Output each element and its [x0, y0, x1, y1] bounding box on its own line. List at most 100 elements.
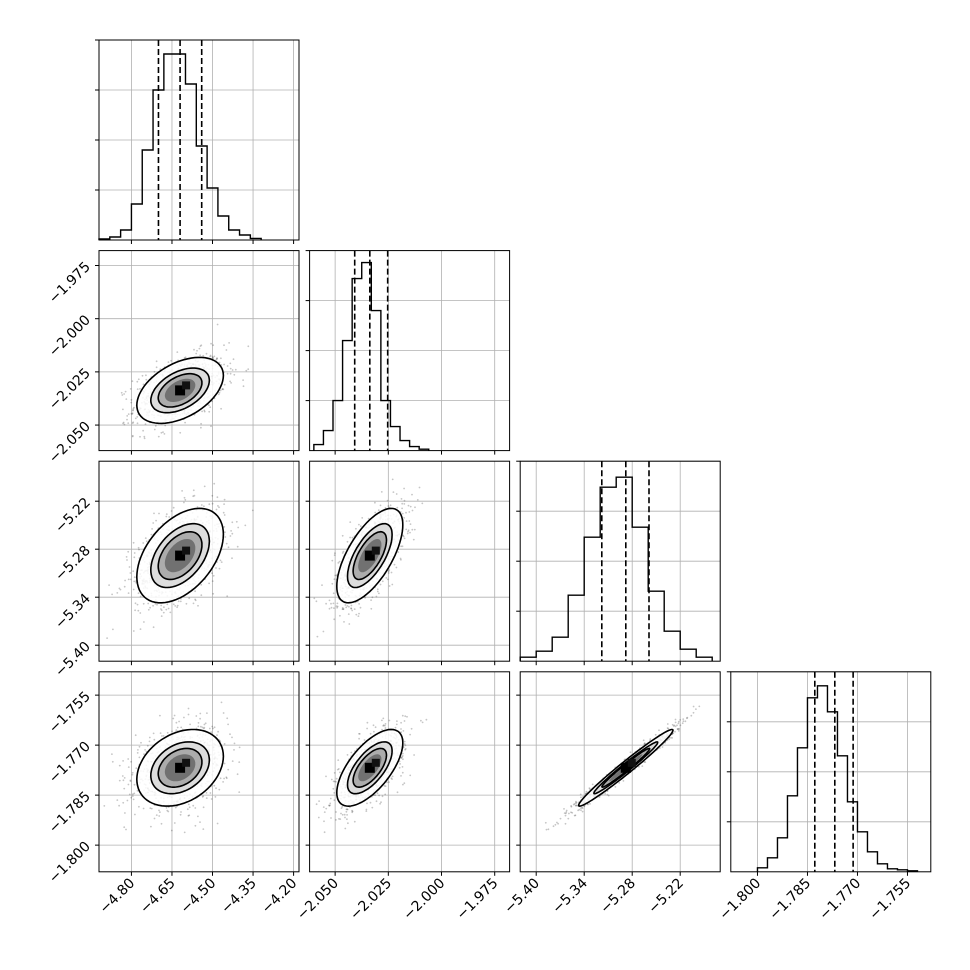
- sample-point: [581, 810, 584, 813]
- sample-point: [118, 587, 121, 590]
- sample-point: [127, 413, 130, 415]
- sample-point: [403, 720, 406, 722]
- sample-point: [649, 738, 652, 740]
- sample-point: [127, 550, 130, 553]
- sample-point: [330, 606, 333, 609]
- sample-point: [409, 733, 411, 736]
- sample-point: [344, 816, 346, 819]
- sample-point: [379, 583, 382, 586]
- sample-point: [194, 598, 197, 601]
- sample-point: [226, 372, 229, 375]
- sample-point: [404, 748, 407, 750]
- sample-point: [127, 783, 130, 786]
- sample-point: [394, 726, 397, 729]
- sample-point: [201, 796, 204, 798]
- sample-point: [150, 825, 152, 828]
- sample-point: [136, 603, 139, 606]
- sample-point: [209, 406, 212, 409]
- sample-point: [200, 504, 203, 506]
- sample-point: [189, 723, 192, 726]
- sample-point: [136, 416, 139, 418]
- sample-point: [153, 512, 155, 515]
- sample-point: [366, 721, 369, 724]
- sample-point: [144, 423, 147, 425]
- sample-point: [344, 827, 347, 830]
- sample-point: [404, 744, 407, 747]
- contour-0: [335, 507, 404, 604]
- sample-point: [401, 545, 404, 548]
- sample-point: [133, 783, 136, 786]
- panel-frame: [98, 39, 300, 241]
- sample-point: [220, 357, 222, 360]
- sample-point: [193, 494, 196, 497]
- sample-point: [176, 604, 179, 607]
- sample-point: [194, 807, 197, 809]
- sample-point: [124, 812, 126, 814]
- sample-point: [328, 607, 331, 610]
- sample-point: [166, 731, 169, 734]
- sample-point: [351, 536, 354, 539]
- sample-point: [200, 344, 203, 347]
- sample-point: [316, 635, 319, 638]
- sample-point: [132, 421, 135, 424]
- sample-point: [205, 792, 208, 794]
- sample-point: [391, 583, 394, 586]
- sample-point: [402, 535, 405, 538]
- sample-point: [203, 505, 205, 508]
- sample-point: [218, 788, 221, 791]
- sample-point: [315, 600, 318, 603]
- sample-point: [677, 720, 680, 723]
- sample-point: [366, 727, 368, 730]
- contour-2: [157, 531, 203, 581]
- sample-point: [339, 614, 341, 617]
- sample-point: [132, 570, 135, 573]
- sample-point: [409, 505, 412, 508]
- sample-point: [122, 422, 124, 425]
- sample-point: [381, 728, 383, 731]
- sample-point: [336, 606, 338, 609]
- sample-point: [343, 621, 345, 623]
- sample-point: [337, 759, 340, 761]
- sample-point: [149, 807, 152, 810]
- sample-point: [216, 323, 219, 326]
- sample-point: [167, 607, 170, 610]
- sample-point: [183, 716, 185, 719]
- sample-point: [206, 712, 208, 714]
- sample-point: [559, 817, 562, 820]
- sample-point: [143, 621, 145, 623]
- sample-point: [231, 736, 233, 739]
- sample-point: [222, 388, 225, 391]
- sample-point: [231, 760, 234, 762]
- density-peak: [175, 550, 186, 561]
- sample-point: [175, 721, 178, 724]
- sample-point: [347, 822, 349, 825]
- sample-point: [218, 391, 221, 394]
- x-tick-label: −2.000: [400, 875, 448, 923]
- sample-point: [333, 792, 336, 794]
- sample-point: [159, 368, 162, 371]
- sample-point: [133, 580, 136, 583]
- sample-point: [332, 592, 335, 595]
- sample-point: [353, 820, 356, 823]
- sample-point: [225, 542, 228, 545]
- sample-point: [198, 347, 201, 350]
- y-tick-label: −1.975: [46, 259, 94, 307]
- sample-point: [205, 352, 208, 355]
- sample-point: [333, 618, 336, 621]
- sample-point: [164, 424, 167, 427]
- sample-point: [229, 733, 231, 736]
- sample-point: [332, 602, 335, 605]
- sample-point: [331, 582, 334, 585]
- sample-point: [401, 752, 404, 755]
- sample-point: [144, 749, 147, 751]
- sample-point: [155, 360, 158, 363]
- sample-point: [229, 362, 232, 365]
- sample-point: [400, 721, 402, 724]
- sample-point: [387, 570, 390, 573]
- sample-point: [219, 777, 222, 780]
- sample-point: [174, 605, 177, 607]
- sample-point: [136, 422, 139, 425]
- sample-point: [151, 528, 154, 530]
- sample-point: [333, 780, 336, 783]
- sample-point: [132, 588, 135, 591]
